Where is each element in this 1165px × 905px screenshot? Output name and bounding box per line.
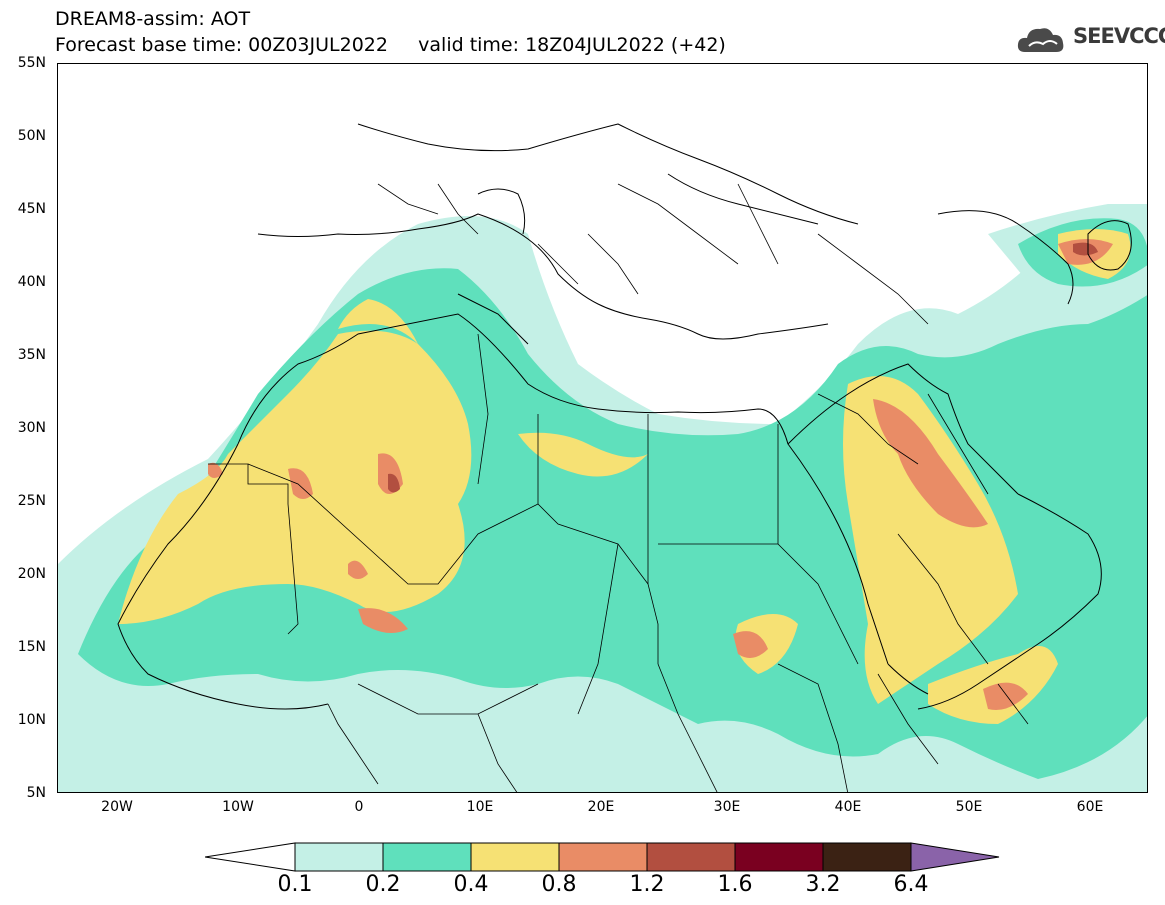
lon-label: 40E [834,799,862,815]
colorbar-segment [470,842,560,872]
country-borders [208,183,1029,792]
lon-label: 30E [713,799,741,815]
lon-label: 60E [1076,799,1104,815]
lat-label: 5N [26,785,46,801]
lat-label: 55N [17,55,46,71]
aot-level-1.2 [388,242,1098,493]
lat-label: 45N [17,201,46,217]
colorbar-label: 0.8 [541,872,577,897]
lat-label: 15N [17,639,46,655]
colorbar-segment [382,842,472,872]
coastlines [117,123,1132,710]
colorbar-label: 1.6 [717,872,753,897]
lon-label: 10E [466,799,494,815]
lon-label: 10W [222,799,254,815]
map-subtitle: Forecast base time: 00Z03JUL2022 valid t… [55,34,726,56]
aot-level-0.8 [208,239,1113,710]
lat-label: 30N [17,420,46,436]
lon-label: 20W [101,799,133,815]
colorbar-segment [558,842,648,872]
lat-label: 35N [17,347,46,363]
colorbar-label: 0.1 [277,872,313,897]
colorbar-label: 6.4 [893,872,929,897]
colorbar-over [910,842,1000,872]
colorbar-label: 1.2 [629,872,665,897]
lon-label: 50E [955,799,983,815]
map-frame [57,63,1148,793]
lat-label: 10N [17,712,46,728]
colorbar [205,842,1000,872]
colorbar-segment [646,842,736,872]
colorbar-label: 0.2 [365,872,401,897]
colorbar-under [205,842,296,872]
aot-map [58,123,1147,792]
lat-label: 40N [17,274,46,290]
colorbar-segment [822,842,912,872]
cloud-icon [1015,22,1160,58]
colorbar-segment [294,842,384,872]
logo-text: SEEVCCC [1073,24,1165,48]
lat-label: 50N [17,128,46,144]
map-title: DREAM8-assim: AOT [55,8,251,30]
colorbar-segment [734,842,824,872]
lon-label: 0 [354,799,364,815]
lat-label: 25N [17,493,46,509]
lon-label: 20E [587,799,615,815]
colorbar-label: 3.2 [805,872,841,897]
lat-label: 20N [17,566,46,582]
colorbar-label: 0.4 [453,872,489,897]
